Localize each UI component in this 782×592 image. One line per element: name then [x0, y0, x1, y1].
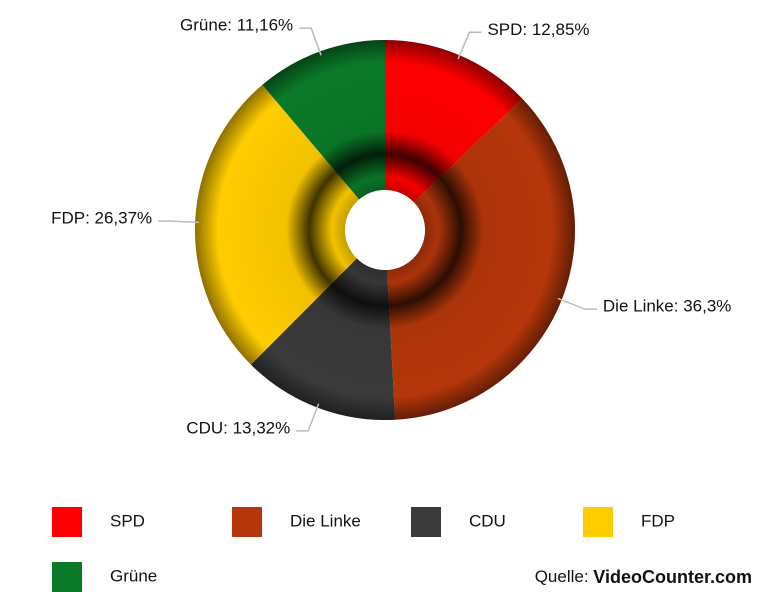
data-label: SPD: 12,85% [487, 20, 589, 39]
data-label: Grüne: 11,16% [180, 16, 293, 35]
legend-label: FDP [641, 511, 675, 530]
data-label: CDU: 13,32% [186, 418, 290, 437]
leader-line [557, 297, 597, 310]
source: Quelle: VideoCounter.com [535, 567, 752, 587]
leader-line [158, 220, 200, 224]
hole [345, 190, 425, 270]
leader-line [457, 31, 482, 60]
data-label: FDP: 26,37% [51, 209, 152, 228]
legend-swatch [583, 507, 613, 537]
data-label: Die Linke: 36,3% [603, 297, 732, 316]
leader-line [299, 27, 322, 56]
legend-swatch [52, 507, 82, 537]
source-name: VideoCounter.com [593, 567, 752, 587]
legend-swatch [411, 507, 441, 537]
legend-label: Die Linke [290, 511, 361, 530]
legend-label: Grüne [110, 566, 157, 585]
legend-swatch [52, 562, 82, 592]
source-label: Quelle: [535, 567, 589, 586]
legend-label: SPD [110, 511, 145, 530]
legend-label: CDU [469, 511, 506, 530]
leader-line [296, 403, 320, 432]
legend-swatch [232, 507, 262, 537]
